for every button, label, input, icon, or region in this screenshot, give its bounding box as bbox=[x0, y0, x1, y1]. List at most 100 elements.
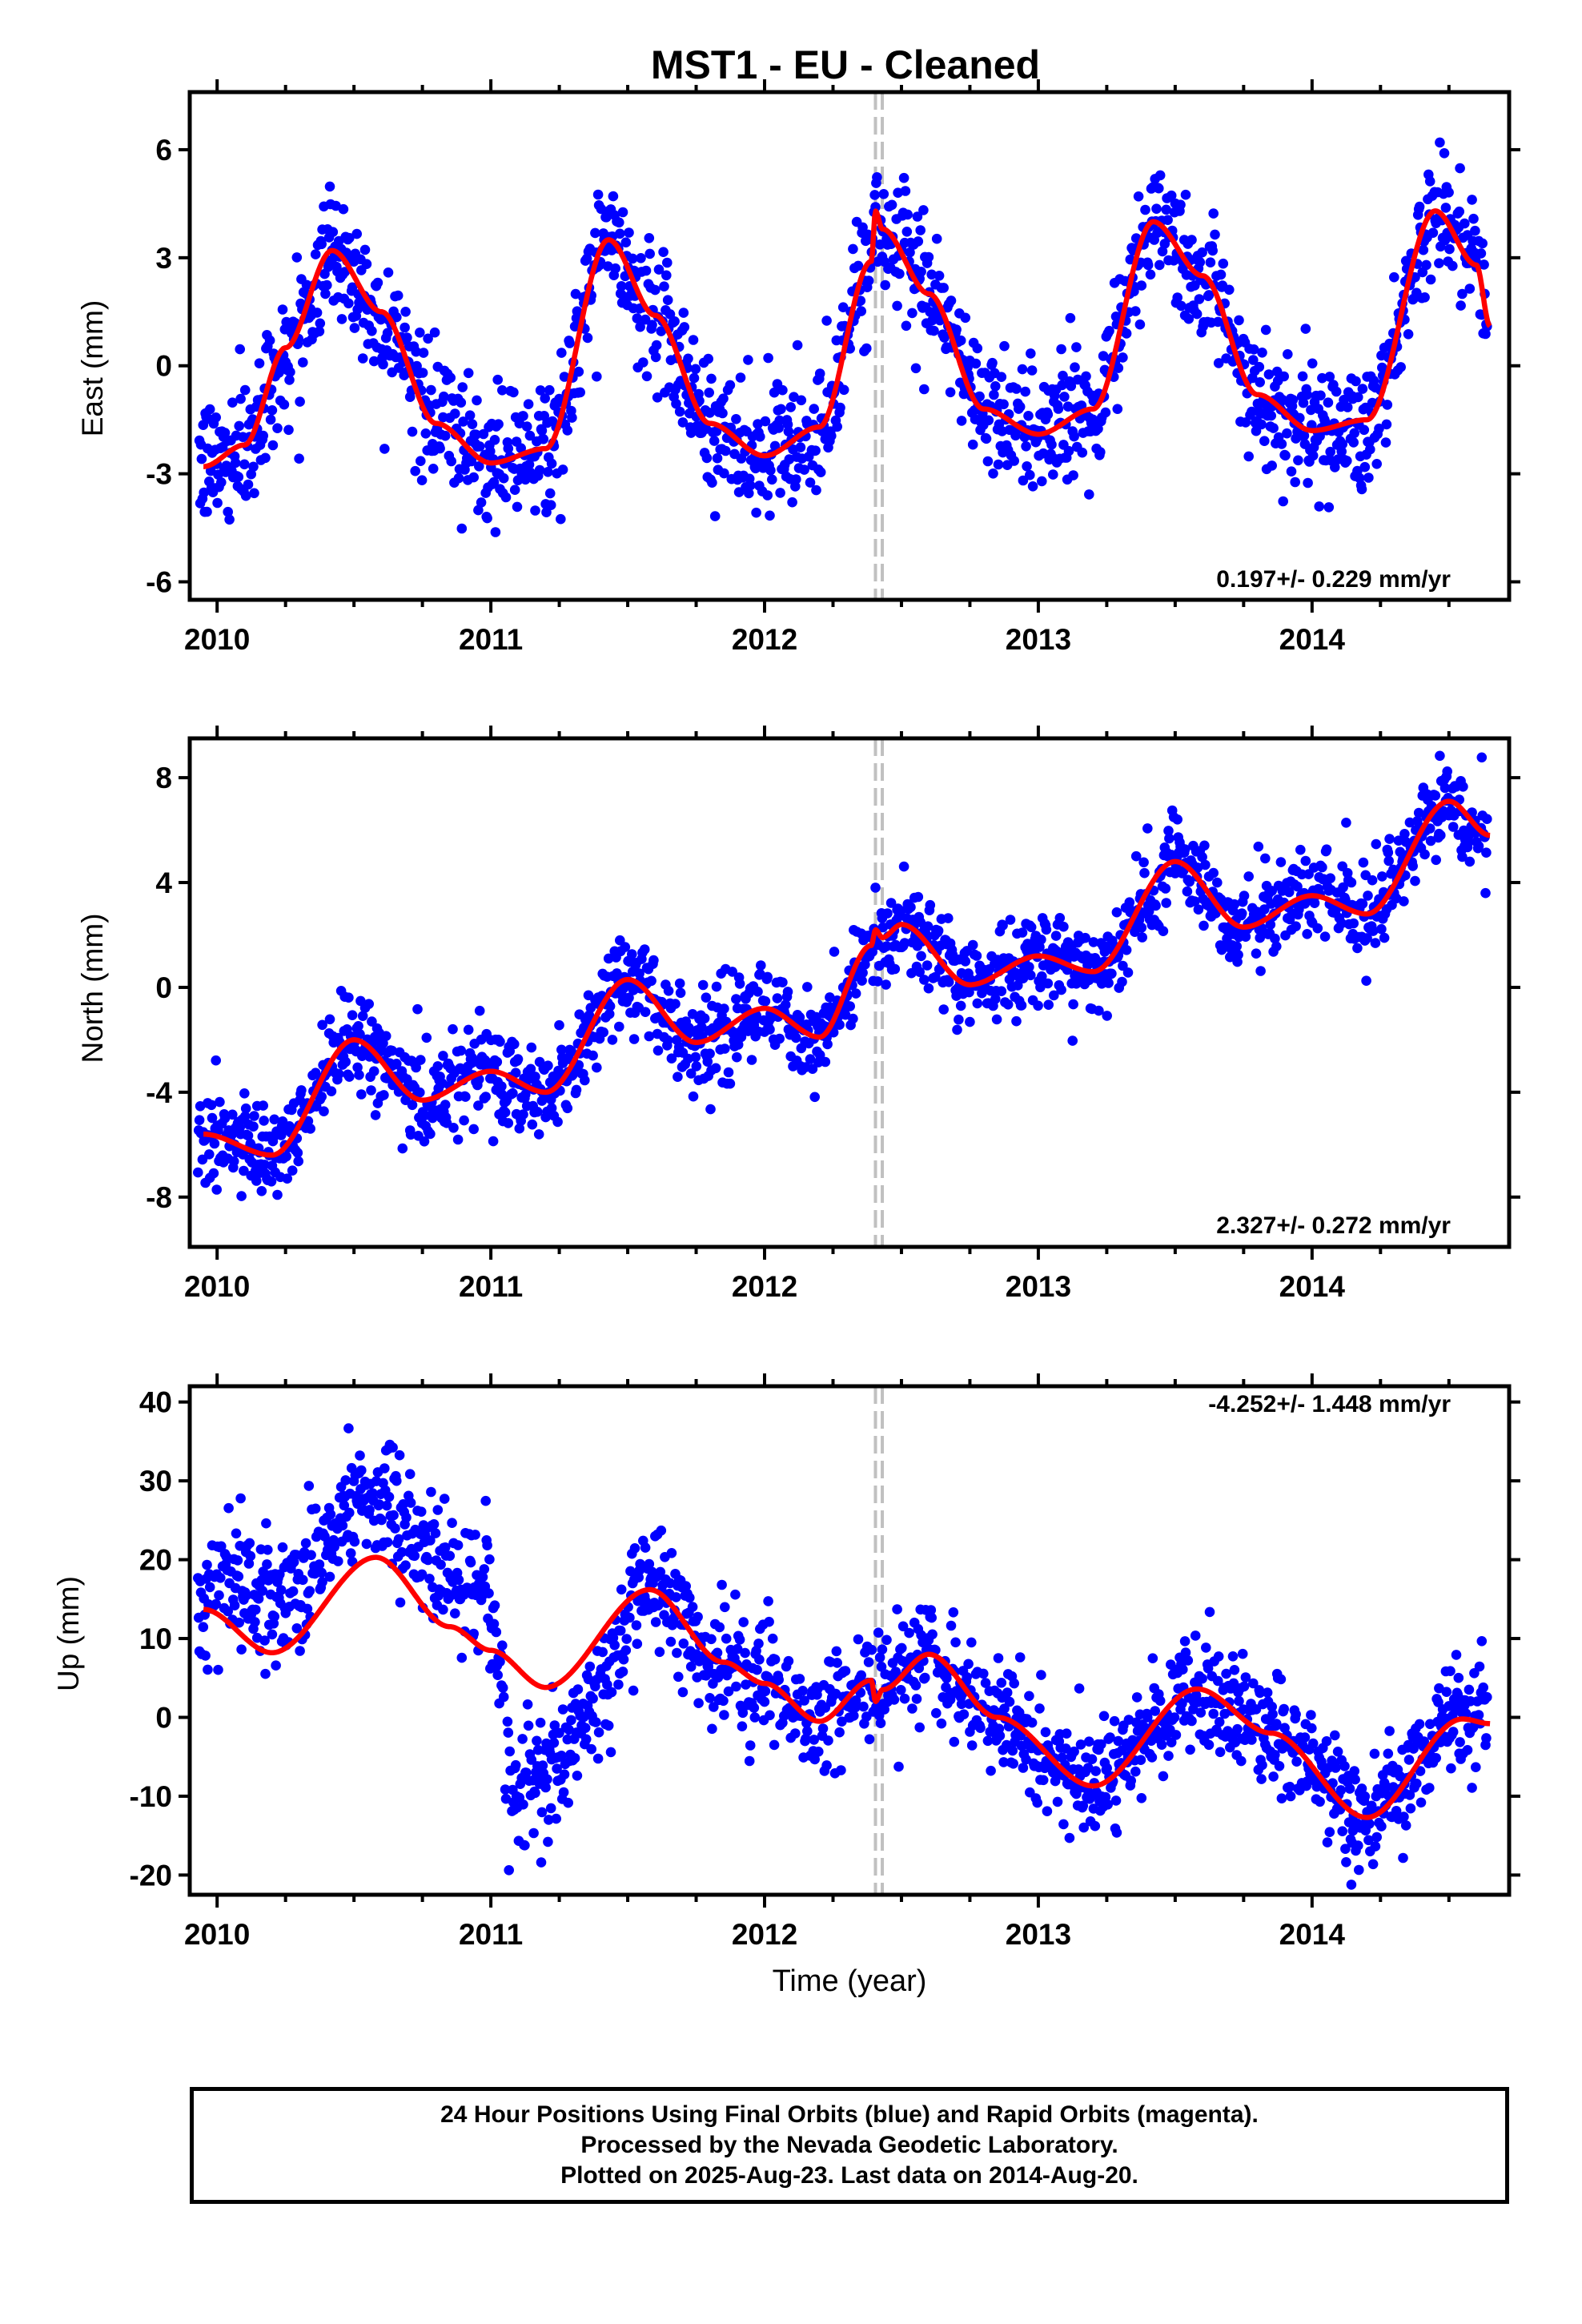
data-point bbox=[620, 1645, 632, 1655]
data-point bbox=[518, 411, 528, 421]
data-point bbox=[910, 363, 921, 374]
data-point bbox=[946, 1620, 957, 1631]
data-point bbox=[530, 505, 540, 516]
x-tick-label: 2014 bbox=[1279, 623, 1346, 656]
data-point bbox=[683, 353, 693, 364]
data-point bbox=[1467, 1783, 1477, 1793]
data-point bbox=[1034, 1703, 1045, 1714]
data-point bbox=[424, 1574, 435, 1584]
data-point bbox=[1317, 372, 1327, 384]
data-point bbox=[1330, 1730, 1340, 1741]
data-point bbox=[495, 1656, 505, 1667]
data-point bbox=[1479, 259, 1489, 270]
data-point bbox=[1224, 284, 1235, 296]
data-point bbox=[740, 1647, 750, 1659]
data-point bbox=[1180, 189, 1191, 200]
data-point bbox=[235, 393, 246, 404]
data-point bbox=[1105, 1732, 1115, 1743]
data-point bbox=[727, 967, 737, 977]
data-point bbox=[929, 325, 939, 336]
data-point bbox=[1014, 401, 1026, 412]
data-point bbox=[1299, 430, 1310, 441]
data-point bbox=[809, 1092, 820, 1103]
data-point bbox=[1411, 1778, 1422, 1789]
data-point bbox=[1330, 1763, 1341, 1773]
data-point bbox=[1456, 300, 1466, 311]
data-point bbox=[1118, 352, 1128, 363]
data-point bbox=[719, 1003, 729, 1014]
data-point bbox=[497, 1683, 508, 1693]
data-point bbox=[772, 993, 783, 1003]
data-point bbox=[439, 391, 449, 402]
data-point bbox=[267, 1629, 278, 1640]
east-plot-area bbox=[194, 92, 1492, 600]
data-point bbox=[1256, 419, 1267, 430]
data-point bbox=[1161, 204, 1171, 215]
data-point bbox=[677, 417, 689, 428]
data-point bbox=[1166, 1737, 1177, 1747]
data-point bbox=[930, 971, 941, 983]
data-point bbox=[263, 1545, 273, 1555]
data-point bbox=[850, 988, 861, 999]
data-point bbox=[926, 1612, 937, 1623]
data-point bbox=[691, 1061, 702, 1072]
east-panel: East (mm) 0.197+/- 0.229 mm/yr 630-3-620… bbox=[76, 79, 1520, 656]
data-point bbox=[723, 1686, 734, 1697]
y-tick-label: 4 bbox=[155, 866, 172, 899]
data-point bbox=[1154, 1695, 1166, 1707]
data-point bbox=[1134, 319, 1146, 330]
data-point bbox=[206, 1100, 217, 1111]
data-point bbox=[1482, 1691, 1492, 1703]
data-point bbox=[1395, 362, 1406, 372]
data-point bbox=[1471, 1762, 1481, 1772]
data-point bbox=[658, 247, 669, 258]
data-point bbox=[426, 384, 436, 396]
data-point bbox=[1067, 1035, 1078, 1046]
data-point bbox=[730, 1589, 741, 1600]
data-point bbox=[416, 456, 426, 466]
data-point bbox=[562, 425, 573, 436]
data-point bbox=[1424, 1783, 1435, 1793]
data-point bbox=[1370, 1841, 1381, 1852]
data-point bbox=[500, 1107, 511, 1118]
data-point bbox=[1054, 913, 1066, 923]
data-point bbox=[760, 996, 771, 1007]
data-point bbox=[1179, 844, 1191, 854]
data-point bbox=[794, 1674, 805, 1684]
data-point bbox=[1227, 1651, 1239, 1662]
data-point bbox=[648, 955, 659, 966]
y-tick-label: 8 bbox=[155, 762, 172, 794]
data-point bbox=[1407, 861, 1418, 871]
data-point bbox=[714, 1622, 725, 1633]
data-point bbox=[260, 1668, 271, 1679]
data-point bbox=[391, 1475, 402, 1486]
data-point bbox=[1080, 932, 1090, 943]
data-point bbox=[306, 1550, 316, 1561]
data-point bbox=[1163, 826, 1174, 836]
data-point bbox=[376, 1514, 387, 1526]
data-point bbox=[861, 343, 872, 354]
data-point bbox=[713, 1672, 724, 1683]
data-point bbox=[1038, 1775, 1049, 1786]
data-point bbox=[1042, 978, 1054, 989]
data-point bbox=[681, 1581, 691, 1591]
data-point bbox=[1253, 841, 1264, 852]
data-point bbox=[285, 367, 295, 377]
data-point bbox=[213, 1664, 223, 1675]
data-point bbox=[1309, 898, 1320, 908]
data-point bbox=[239, 459, 250, 470]
data-point bbox=[580, 1734, 592, 1745]
data-point bbox=[1303, 477, 1313, 489]
data-point bbox=[949, 1736, 960, 1747]
data-point bbox=[707, 1723, 717, 1735]
x-tick-label: 2013 bbox=[1006, 623, 1071, 656]
data-point bbox=[1467, 195, 1477, 205]
data-point bbox=[881, 1634, 892, 1646]
data-point bbox=[1383, 1748, 1394, 1759]
data-point bbox=[760, 1686, 771, 1697]
data-point bbox=[644, 233, 655, 243]
data-point bbox=[1007, 1745, 1018, 1756]
data-point bbox=[889, 1695, 900, 1705]
data-point bbox=[996, 986, 1007, 996]
data-point bbox=[889, 963, 901, 975]
